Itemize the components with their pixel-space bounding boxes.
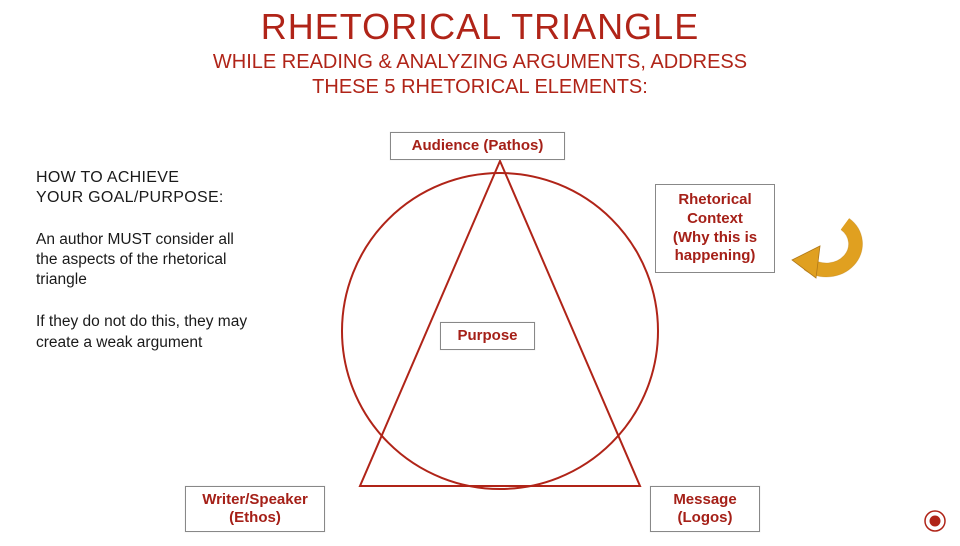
curved-arrow-icon [790,216,880,286]
page-title: RHETORICAL TRIANGLE [0,6,960,48]
label-rhetorical-context: Rhetorical Context (Why this is happenin… [655,184,775,273]
sidebar: HOW TO ACHIEVE YOUR GOAL/PURPOSE: An aut… [36,168,256,375]
sidebar-para-1: An author MUST consider all the aspects … [36,230,256,290]
corner-badge-icon [924,510,946,532]
sidebar-heading: HOW TO ACHIEVE YOUR GOAL/PURPOSE: [36,168,256,208]
label-writer-speaker: Writer/Speaker (Ethos) [185,486,325,532]
label-audience: Audience (Pathos) [390,132,565,160]
sidebar-para-2: If they do not do this, they may create … [36,312,256,352]
label-message: Message (Logos) [650,486,760,532]
label-purpose: Purpose [440,322,535,350]
page-subtitle: WHILE READING & ANALYZING ARGUMENTS, ADD… [0,50,960,100]
